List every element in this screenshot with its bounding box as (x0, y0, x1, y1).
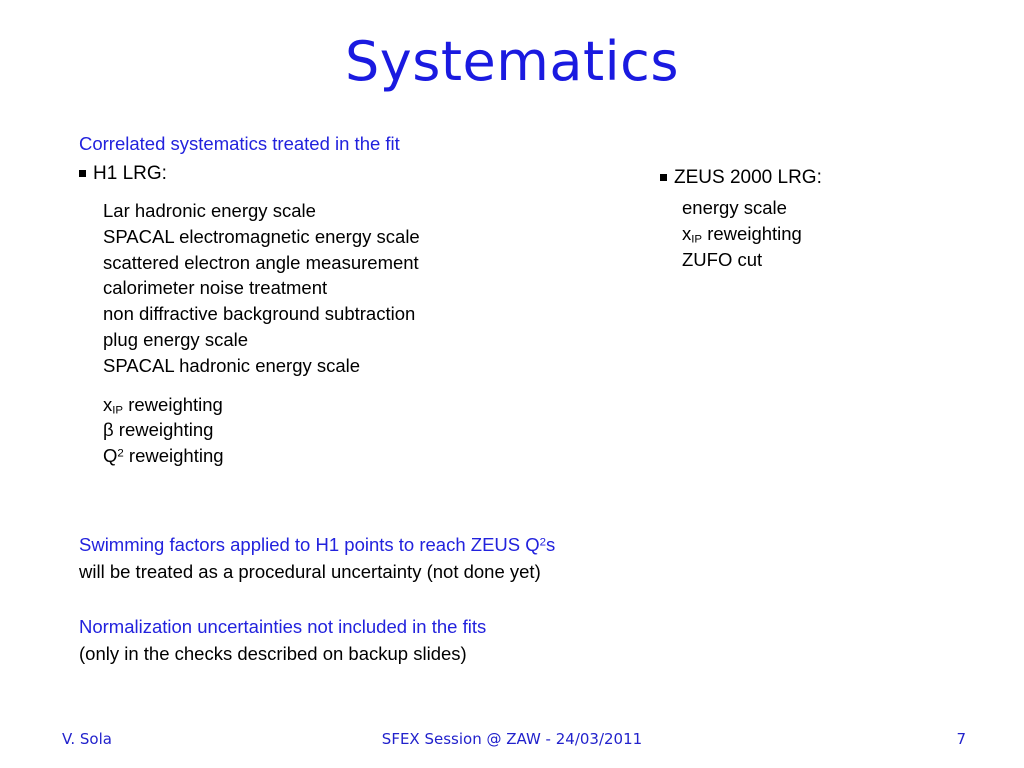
bullet-item-zeus-2000-lrg: ZEUS 2000 LRG: (660, 164, 990, 191)
list-item-base: x (103, 393, 113, 415)
list-item-rest: reweighting (123, 393, 223, 415)
list-item: Lar hadronic energy scale (103, 200, 316, 221)
list-item-base: ZUFO cut (682, 248, 763, 270)
page-title: Systematics (345, 30, 679, 93)
zeus-systematics-list: energy scale xIP reweighting ZUFO cut (682, 195, 990, 272)
list-item-rest: reweighting (702, 222, 802, 244)
list-item: SPACAL electromagnetic energy scale (103, 225, 420, 247)
section-heading-correlated-systematics: Correlated systematics treated in the fi… (79, 133, 400, 154)
slide-footer: V. Sola SFEX Session @ ZAW - 24/03/2011 … (0, 730, 1024, 760)
list-item-base: β (103, 419, 114, 441)
list-item-rest: reweighting (113, 419, 214, 441)
list-item: calorimeter noise treatment (103, 277, 328, 299)
note-heading-text: Normalization uncertainties not included… (79, 616, 487, 637)
list-item-superscript: 2 (117, 447, 124, 460)
note-heading: Normalization uncertainties not included… (79, 613, 779, 640)
note-heading-text: Swimming factors applied to H1 points to… (79, 534, 540, 555)
square-bullet-icon (79, 170, 86, 177)
list-item-rest: reweighting (123, 445, 224, 467)
list-item-base: x (682, 222, 692, 244)
footer-author: V. Sola (62, 730, 112, 748)
note-subtext: (only in the checks described on backup … (79, 643, 467, 664)
list-item-subscript: IP (112, 404, 124, 417)
list-item: plug energy scale (103, 328, 249, 350)
square-bullet-icon (660, 174, 667, 181)
footer-event-title: SFEX Session @ ZAW - 24/03/2011 (381, 730, 643, 748)
list-item-base: energy scale (682, 197, 787, 218)
list-item-subscript: IP (691, 233, 703, 246)
left-content-column: Correlated systematics treated in the fi… (79, 131, 619, 469)
note-block-swimming-factors: Swimming factors applied to H1 points to… (79, 531, 779, 585)
list-item: ZUFO cut (682, 247, 990, 273)
right-content-column: ZEUS 2000 LRG: energy scale xIP reweight… (660, 164, 990, 272)
note-heading-superscript: 2 (539, 536, 547, 549)
list-item: xIP reweighting (103, 392, 619, 418)
note-subtext: will be treated as a procedural uncertai… (79, 561, 541, 582)
list-item: xIP reweighting (682, 221, 990, 247)
h1-lrg-systematics-list: Lar hadronic energy scale SPACAL electro… (103, 198, 619, 379)
note-block-normalization: Normalization uncertainties not included… (79, 613, 779, 667)
bullet-item-h1-lrg-label: H1 LRG: (93, 163, 167, 184)
note-heading: Swimming factors applied to H1 points to… (79, 531, 779, 558)
footer-page-number: 7 (956, 730, 966, 748)
bullet-item-h1-lrg: H1 LRG: (79, 160, 619, 187)
note-heading-suffix: s (546, 534, 556, 555)
bullet-item-zeus-2000-lrg-label: ZEUS 2000 LRG: (674, 167, 822, 188)
list-item: Q2 reweighting (103, 443, 619, 469)
list-item-base: Q (103, 445, 118, 467)
list-item: SPACAL hadronic energy scale (103, 354, 361, 376)
h1-lrg-reweighting-list: xIP reweighting β reweighting Q2 reweigh… (103, 392, 619, 469)
list-item: non diffractive background subtraction (103, 303, 416, 325)
list-item: scattered electron angle measurement (103, 251, 419, 273)
list-item: β reweighting (103, 417, 619, 443)
list-item: energy scale (682, 195, 990, 221)
